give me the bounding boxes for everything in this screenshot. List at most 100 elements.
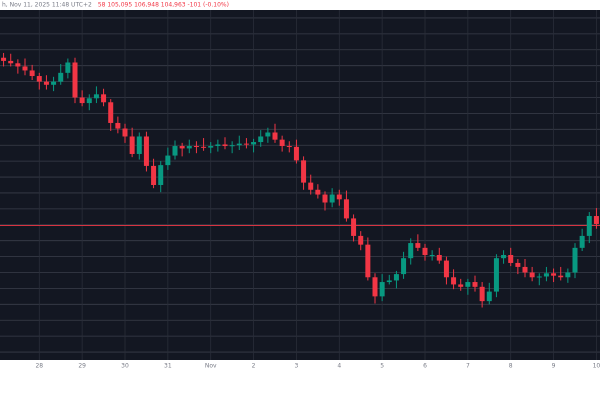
candle-body [115, 122, 121, 129]
candle-body [172, 146, 178, 156]
candle-body [443, 260, 449, 278]
candle-body [286, 146, 292, 148]
candle-body [243, 143, 249, 145]
candle-body [186, 146, 192, 149]
x-tick-label: 28 [35, 363, 43, 370]
candle-body [36, 76, 42, 82]
candle-body [493, 258, 499, 292]
candle-body [501, 255, 507, 259]
candle-body [486, 291, 492, 302]
candle-body [543, 273, 549, 277]
candle-body [372, 277, 378, 297]
candle-body [458, 284, 464, 287]
candle-body [179, 146, 185, 149]
candle-body [558, 275, 564, 278]
candle-body [208, 146, 214, 148]
candle-body [215, 144, 221, 147]
candle-body [229, 145, 235, 147]
candle-body [65, 62, 71, 73]
candle-body [472, 282, 478, 287]
candle-body [201, 146, 207, 148]
x-tick-label: 3 [295, 363, 299, 370]
candle-body [343, 199, 349, 219]
x-tick-label: 10 [593, 363, 600, 370]
candle-body [108, 102, 114, 123]
candle-body [272, 132, 278, 140]
candle-body [565, 272, 571, 278]
candle-body [293, 146, 299, 161]
candle-body [365, 244, 371, 278]
candle-body [86, 98, 92, 104]
candle-body [358, 235, 364, 245]
candle-body [351, 218, 357, 236]
candle-body [379, 282, 385, 297]
x-tick-label: 2 [252, 363, 256, 370]
candle-body [15, 63, 21, 67]
candle-body [101, 94, 107, 103]
x-tick-label: 5 [380, 363, 384, 370]
candle-body [1, 57, 7, 61]
candle-body [58, 72, 64, 82]
x-tick-label: 8 [509, 363, 513, 370]
x-tick-label: 30 [121, 363, 129, 370]
chart-title: h, Nov 11, 2025 11:48 UTC+2 [2, 2, 92, 9]
candle-body [8, 60, 14, 64]
candle-body [436, 255, 442, 261]
candle-body [251, 142, 257, 145]
candle-body [236, 143, 242, 146]
candle-body [422, 247, 428, 255]
x-tick-label: 6 [423, 363, 427, 370]
candle-body [522, 266, 528, 273]
candle-body [586, 216, 592, 236]
candle-body [258, 136, 264, 143]
candle-body [143, 136, 149, 166]
plot-background [0, 10, 600, 360]
candle-body [158, 165, 164, 185]
candle-body [329, 194, 335, 203]
candle-body [386, 280, 392, 283]
candle-body [29, 70, 35, 77]
candle-body [401, 258, 407, 275]
candle-body [408, 243, 414, 259]
candle-body [22, 66, 28, 71]
x-tick-label: 29 [78, 363, 86, 370]
candle-body [451, 277, 457, 285]
candle-body [279, 139, 285, 147]
candle-body [515, 262, 521, 267]
candle-body [393, 274, 399, 281]
candle-body [222, 144, 228, 147]
candle-body [336, 194, 342, 200]
candle-body [308, 182, 314, 190]
candle-body [322, 194, 328, 203]
candle-body [536, 276, 542, 278]
candle-body [465, 282, 471, 287]
candle-body [51, 81, 57, 85]
candle-body [72, 62, 78, 98]
ohlc-readout: 58 105,095 106,948 104,963 -101 (-0.10%) [98, 2, 229, 9]
candle-body [129, 136, 135, 154]
candle-body [301, 160, 307, 183]
x-tick-label: 4 [337, 363, 341, 370]
candle-body [165, 155, 171, 166]
candle-body [479, 286, 485, 302]
candle-body [43, 81, 49, 85]
candle-body [93, 94, 99, 99]
candle-body [529, 272, 535, 278]
candle-body [122, 128, 128, 137]
candle-body [265, 132, 271, 137]
candle-body [579, 235, 585, 248]
candle-body [415, 243, 421, 248]
candle-body [551, 273, 557, 276]
candle-body [136, 136, 142, 154]
candle-body [315, 189, 321, 195]
x-tick-label: 7 [466, 363, 470, 370]
candle-body [429, 255, 435, 256]
candle-body [508, 255, 514, 263]
x-tick-label: 9 [552, 363, 556, 370]
candle-body [193, 146, 199, 148]
x-tick-label: 31 [164, 363, 172, 370]
candle-body [79, 97, 85, 104]
x-tick-label: Nov [205, 363, 217, 370]
